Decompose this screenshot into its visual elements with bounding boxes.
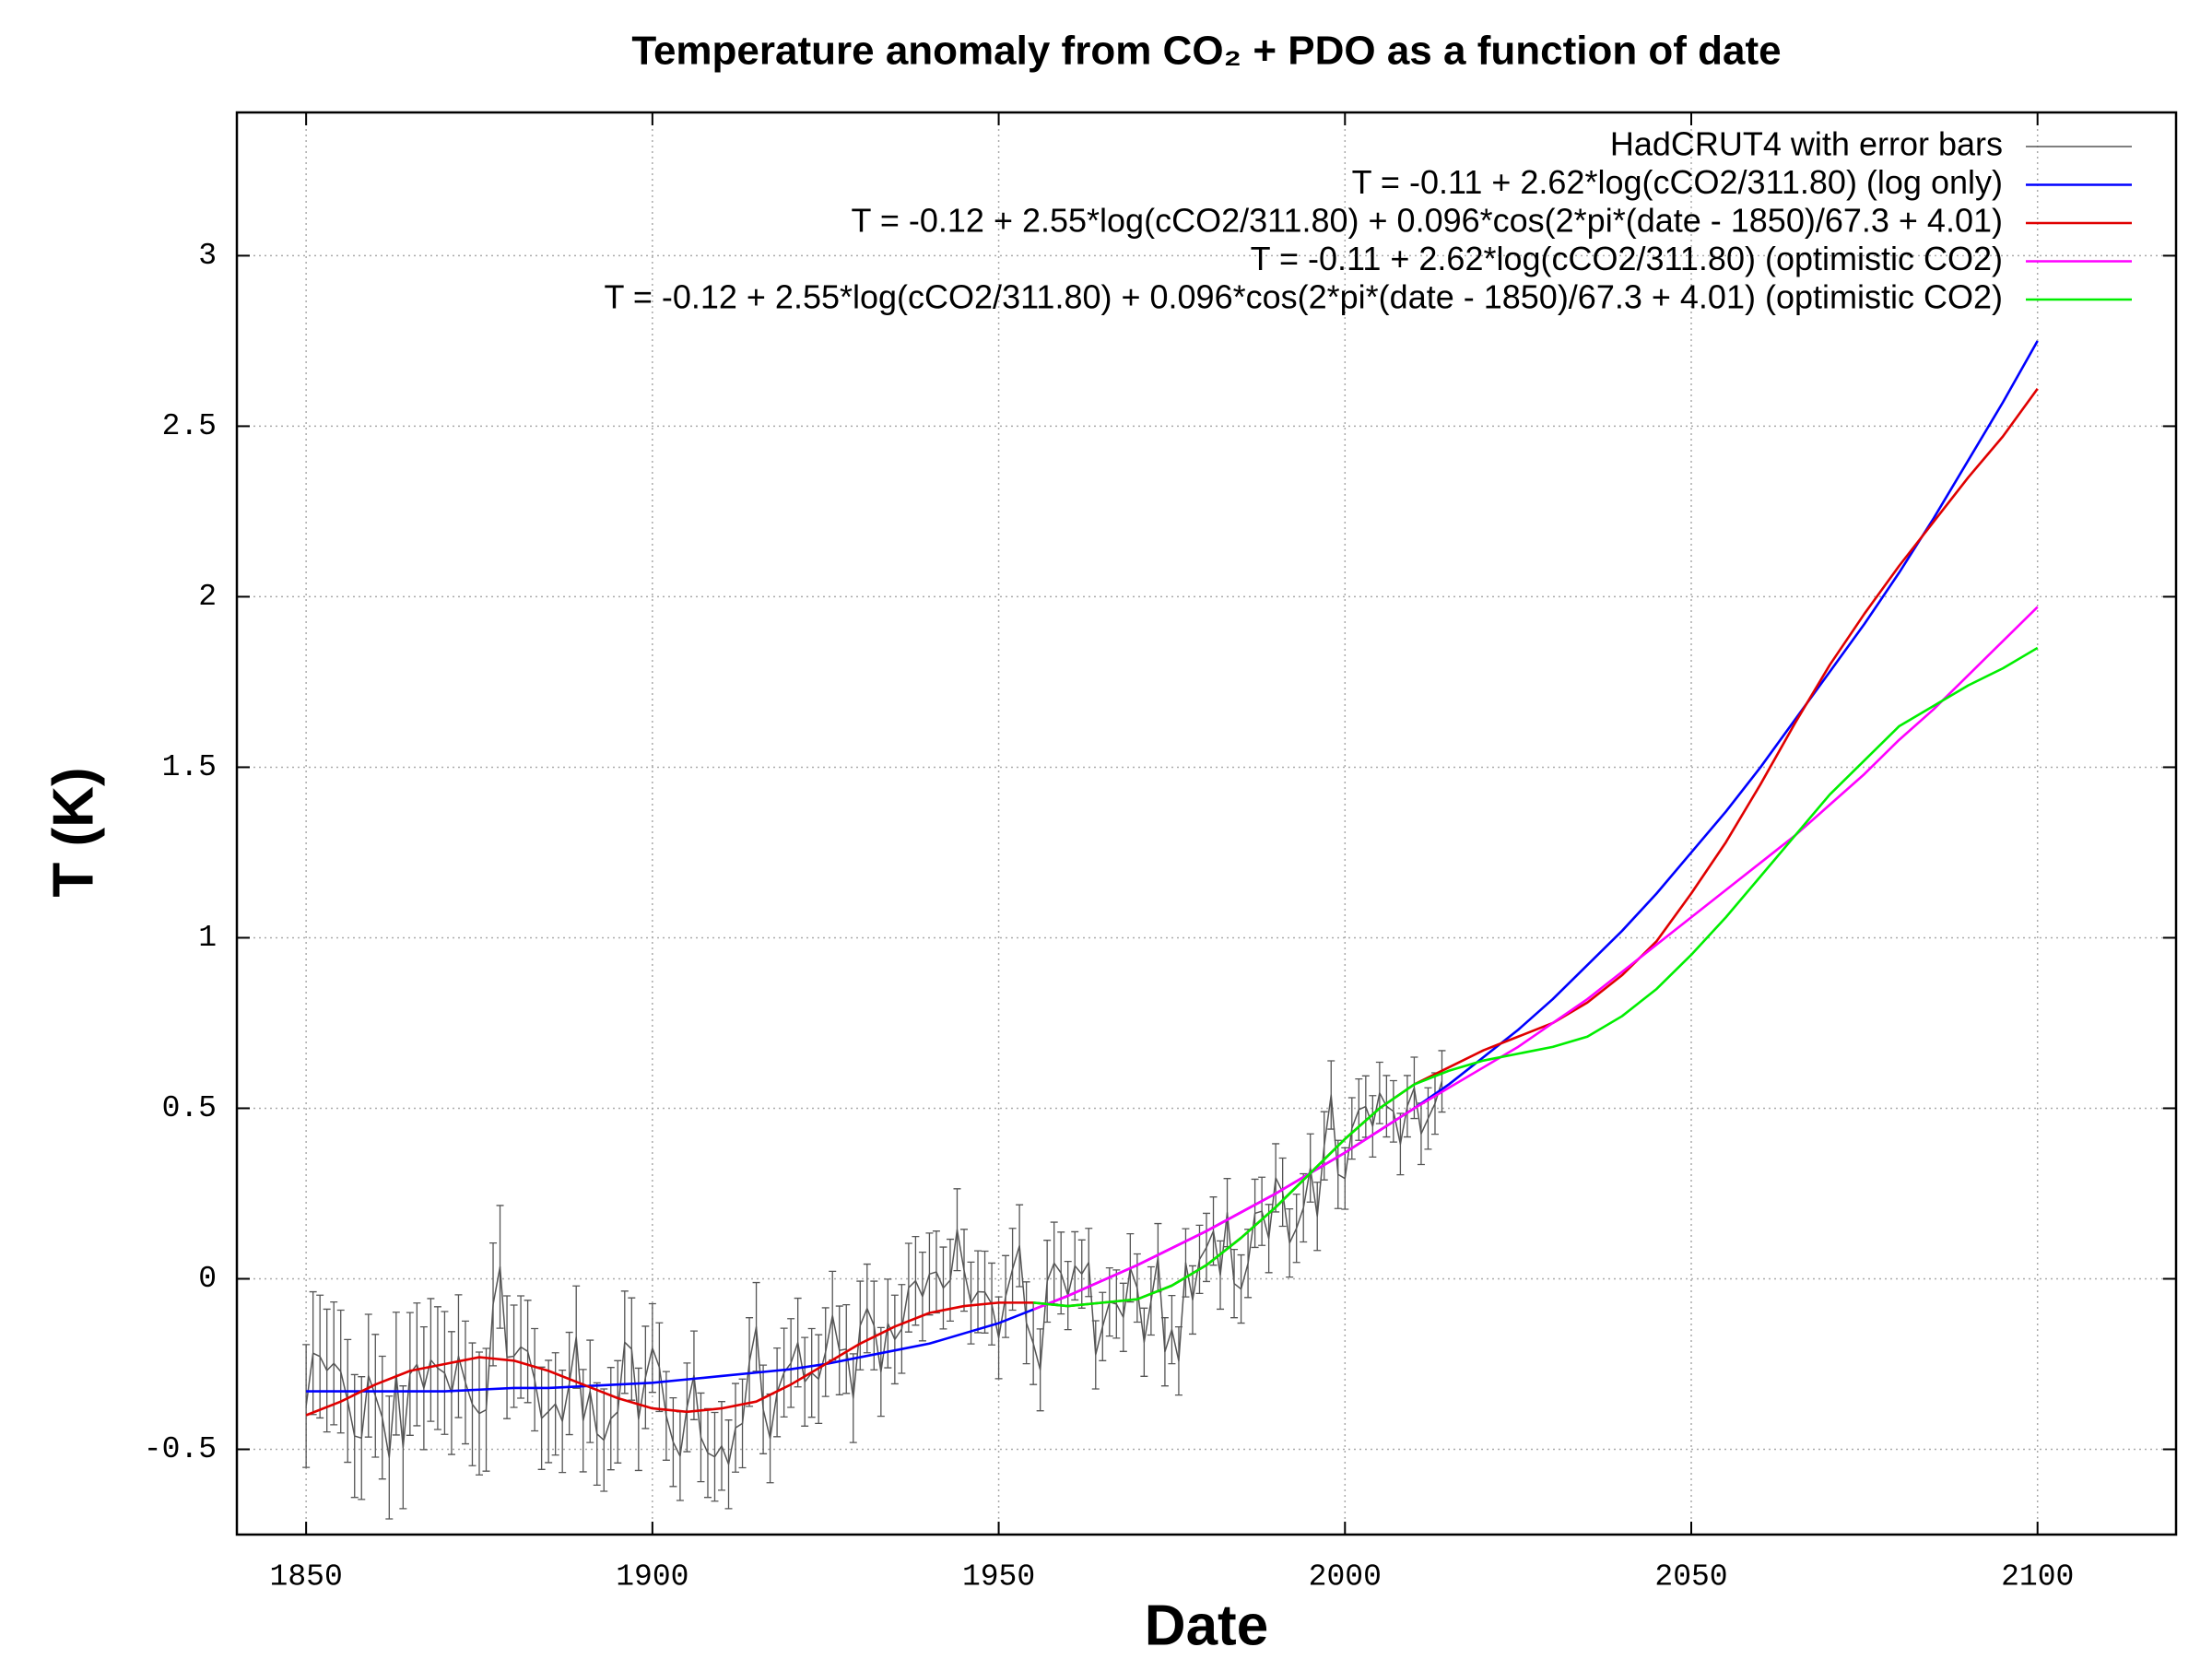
x-tick-label: 1900 [616, 1560, 688, 1594]
data-line [1033, 646, 2039, 1308]
plot-frame [235, 111, 2178, 1536]
data-line [306, 340, 2039, 1393]
legend-label: T = -0.11 + 2.62*log(cCO2/311.80) (log o… [1352, 163, 2003, 201]
y-tick-label: 2.5 [162, 409, 217, 443]
data-line [305, 387, 2039, 1417]
legend-label: HadCRUT4 with error bars [1610, 125, 2003, 163]
y-tick-label: 1 [198, 921, 217, 955]
y-tick-label: 1.5 [162, 750, 217, 784]
error-bar [302, 1344, 311, 1468]
x-axis-label: Date [1145, 1594, 1268, 1657]
x-tick-label: 1950 [962, 1560, 1035, 1594]
legend-label: T = -0.11 + 2.62*log(cCO2/311.80) (optim… [1251, 240, 2003, 277]
x-tick-label: 2100 [2001, 1560, 2074, 1594]
x-tick-label: 2000 [1309, 1560, 1382, 1594]
legend-label: T = -0.12 + 2.55*log(cCO2/311.80) + 0.09… [604, 278, 2003, 316]
data-line [305, 1081, 1443, 1465]
y-tick-label: 0.5 [162, 1091, 217, 1125]
error-bar [1438, 1050, 1446, 1113]
chart-title: Temperature anomaly from CO₂ + PDO as a … [631, 29, 1781, 74]
y-tick-label: -0.5 [144, 1432, 217, 1466]
legend-label: T = -0.12 + 2.55*log(cCO2/311.80) + 0.09… [852, 202, 2003, 240]
y-tick-label: 2 [198, 580, 217, 614]
data-line [1032, 606, 2039, 1311]
y-tick-label: 0 [198, 1262, 217, 1296]
y-tick-label: 3 [198, 239, 217, 273]
x-tick-label: 1850 [270, 1560, 343, 1594]
x-tick-label: 2050 [1654, 1560, 1727, 1594]
y-axis-label: T (K) [41, 767, 105, 897]
